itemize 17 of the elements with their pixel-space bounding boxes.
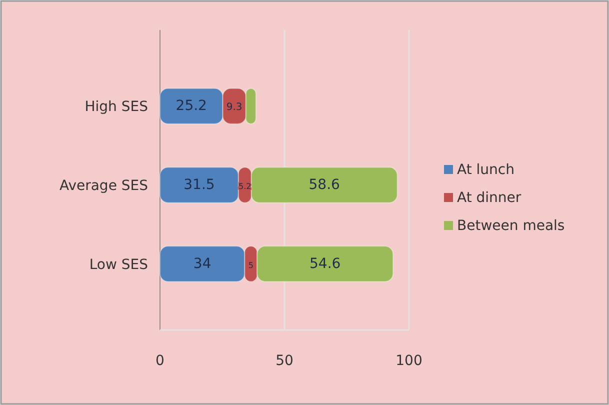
data-label: 34 [193, 256, 212, 272]
legend-label: At lunch [457, 162, 514, 178]
data-label: 58.6 [308, 177, 340, 193]
y-tick-label: Average SES [59, 178, 148, 194]
data-label: 5 [248, 260, 254, 270]
data-label: 54.6 [310, 256, 341, 272]
x-tick-label: 0 [156, 353, 164, 369]
y-tick-label: Low SES [89, 256, 148, 273]
data-label: 5.2 [238, 182, 252, 191]
legend-label: At dinner [457, 190, 522, 206]
legend-label: Between meals [457, 218, 565, 234]
x-tick-label: 100 [396, 353, 422, 369]
data-label: 9.3 [226, 102, 242, 114]
x-tick-label: 50 [276, 353, 294, 369]
y-tick-label: High SES [84, 99, 148, 116]
data-label: 25.2 [176, 98, 207, 114]
data-label: 31.5 [184, 177, 215, 193]
